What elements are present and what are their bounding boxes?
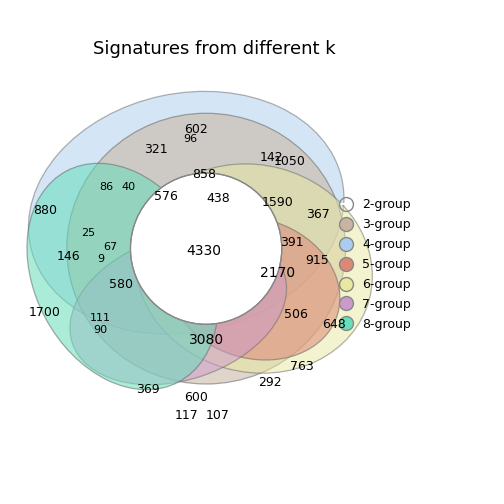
Text: 1050: 1050	[274, 155, 305, 167]
Text: 576: 576	[154, 191, 178, 204]
Ellipse shape	[131, 173, 282, 324]
Text: 86: 86	[99, 182, 113, 192]
Title: Signatures from different k: Signatures from different k	[93, 40, 335, 58]
Text: 111: 111	[90, 313, 111, 323]
Text: 880: 880	[33, 204, 57, 217]
Text: 9: 9	[97, 254, 104, 264]
Text: 858: 858	[192, 168, 216, 181]
Text: 369: 369	[137, 384, 160, 397]
Text: 321: 321	[145, 143, 168, 156]
Ellipse shape	[136, 164, 372, 373]
Text: 1700: 1700	[29, 306, 61, 319]
Text: 600: 600	[184, 392, 208, 404]
Text: 506: 506	[284, 308, 307, 321]
Text: 763: 763	[290, 359, 313, 372]
Text: 107: 107	[206, 409, 230, 422]
Text: 292: 292	[258, 375, 282, 389]
Ellipse shape	[28, 91, 344, 334]
Text: 25: 25	[82, 228, 96, 238]
Text: 96: 96	[183, 134, 197, 144]
Text: 602: 602	[184, 122, 208, 136]
Text: 915: 915	[306, 254, 330, 267]
Text: 2170: 2170	[260, 266, 295, 280]
Text: 438: 438	[206, 193, 230, 205]
Text: 67: 67	[103, 241, 117, 251]
Text: 1590: 1590	[262, 197, 294, 209]
Text: 4330: 4330	[186, 243, 222, 258]
Legend: 2-group, 3-group, 4-group, 5-group, 6-group, 7-group, 8-group: 2-group, 3-group, 4-group, 5-group, 6-gr…	[336, 195, 415, 335]
Text: 90: 90	[94, 325, 108, 335]
Ellipse shape	[70, 232, 287, 385]
Text: 3080: 3080	[188, 333, 224, 347]
Text: 648: 648	[322, 318, 345, 331]
Text: 142: 142	[260, 151, 284, 164]
Text: 117: 117	[174, 409, 198, 422]
Ellipse shape	[27, 163, 218, 390]
Text: 391: 391	[280, 236, 303, 249]
Text: 580: 580	[108, 278, 133, 291]
Ellipse shape	[67, 113, 345, 384]
Text: 367: 367	[306, 208, 330, 221]
Ellipse shape	[168, 217, 340, 360]
Text: 146: 146	[57, 250, 81, 263]
Text: 40: 40	[121, 182, 136, 192]
